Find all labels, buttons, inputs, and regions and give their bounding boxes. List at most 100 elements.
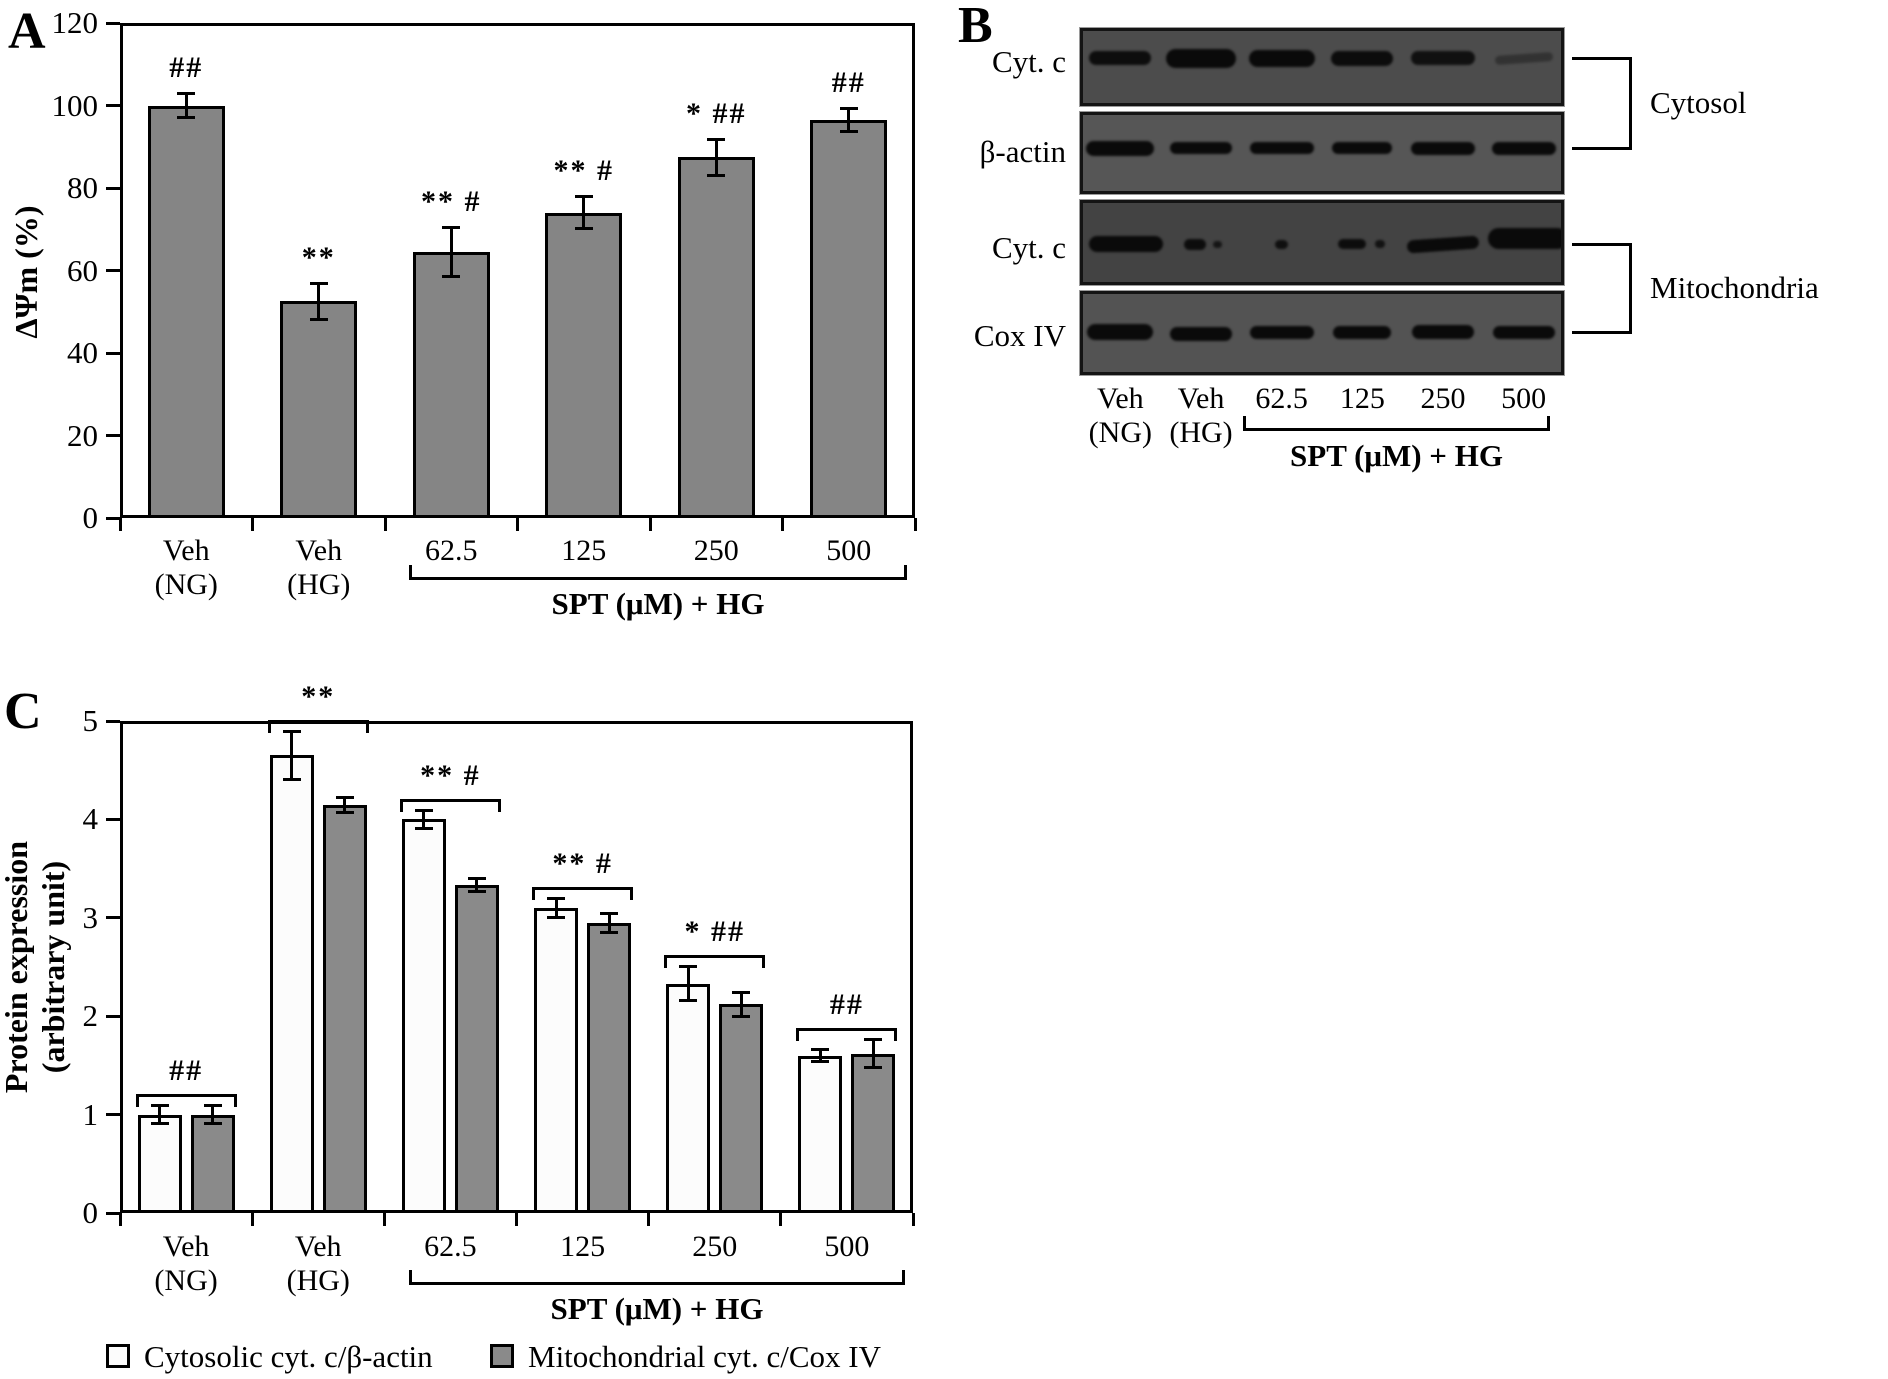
bar-cytosolic-cyt.-c-actin-veh-ng bbox=[137, 1114, 182, 1213]
x-axis-tick bbox=[913, 518, 917, 531]
dose-bracket-line bbox=[1243, 428, 1550, 431]
panel-c-label: C bbox=[4, 683, 42, 740]
pair-bracket-end-tick bbox=[894, 1027, 898, 1041]
error-bar-cap-bottom bbox=[732, 1015, 751, 1019]
pair-bracket-line bbox=[664, 955, 766, 959]
x-category-label-veh-ng: Veh (NG) bbox=[154, 1230, 218, 1297]
error-bar bbox=[343, 796, 347, 813]
bar-veh-hg bbox=[280, 301, 358, 518]
y-axis-tick bbox=[106, 916, 120, 920]
y-axis-tick-label: 4 bbox=[82, 801, 99, 837]
x-axis-tick bbox=[781, 518, 784, 531]
x-axis-tick bbox=[250, 1213, 254, 1226]
error-bar bbox=[290, 730, 294, 781]
error-bar bbox=[582, 196, 586, 230]
x-category-label-veh-ng: Veh (NG) bbox=[154, 534, 218, 601]
bar-mitochondrial-cyt.-c-cox-iv-125 bbox=[587, 922, 632, 1213]
x-category-label-250: 250 bbox=[692, 1230, 738, 1263]
pair-bracket-line bbox=[267, 719, 369, 723]
blot-lane-label: 250 bbox=[1420, 382, 1466, 415]
y-axis-tick bbox=[106, 21, 120, 25]
x-axis-tick bbox=[383, 518, 387, 531]
significance-annotation: ## bbox=[831, 65, 866, 99]
x-category-label-500: 500 bbox=[826, 534, 872, 567]
pair-bracket-end-tick bbox=[267, 719, 271, 733]
dose-bracket-end-tick bbox=[1243, 416, 1246, 428]
fraction-bracket-arm bbox=[1572, 56, 1632, 60]
error-bar-cap-top bbox=[679, 965, 698, 969]
x-axis-tick bbox=[251, 518, 254, 531]
error-bar-cap-top bbox=[547, 897, 566, 901]
error-bar bbox=[871, 1038, 875, 1069]
blot-lane-label: 125 bbox=[1339, 382, 1385, 415]
error-bar-cap-top bbox=[203, 1103, 222, 1107]
panel-c-chart-frame bbox=[120, 721, 913, 1213]
x-category-label-veh-hg: Veh (HG) bbox=[286, 1230, 350, 1297]
blot-band bbox=[1332, 142, 1393, 154]
error-bar bbox=[449, 227, 453, 277]
significance-annotation: ## bbox=[169, 1053, 204, 1087]
error-bar bbox=[714, 138, 718, 176]
pair-bracket-line bbox=[532, 887, 633, 891]
bar-125 bbox=[545, 212, 623, 518]
error-bar-cap-bottom bbox=[547, 915, 566, 919]
error-bar bbox=[475, 878, 479, 893]
error-bar bbox=[686, 966, 690, 1002]
pair-bracket-end-tick bbox=[762, 955, 766, 969]
dose-bracket-label: SPT (μM) + HG bbox=[550, 1291, 764, 1326]
error-bar bbox=[554, 898, 558, 918]
error-bar-cap-bottom bbox=[811, 1060, 830, 1064]
y-axis-tick-label: 40 bbox=[67, 335, 98, 370]
pair-bracket-line bbox=[796, 1027, 898, 1031]
blot-strip-2-cyt.-c bbox=[1080, 200, 1564, 285]
x-axis-tick bbox=[779, 1213, 783, 1226]
significance-annotation: * ## bbox=[686, 96, 747, 130]
pair-bracket-end-tick bbox=[532, 887, 536, 901]
blot-band bbox=[1086, 140, 1155, 156]
blot-band bbox=[1249, 142, 1314, 154]
error-bar bbox=[211, 1104, 215, 1125]
y-axis-tick bbox=[106, 434, 120, 437]
blot-row-label-actin: β-actin bbox=[979, 134, 1066, 169]
pair-bracket-end-tick bbox=[497, 798, 501, 812]
error-bar-cap-bottom bbox=[414, 827, 433, 831]
x-axis-tick bbox=[647, 1213, 651, 1226]
x-category-label-500: 500 bbox=[824, 1230, 870, 1263]
x-category-label-veh-hg: Veh (HG) bbox=[287, 534, 351, 601]
bar-mitochondrial-cyt.-c-cox-iv-62.5 bbox=[454, 885, 499, 1213]
blot-band bbox=[1492, 325, 1555, 339]
x-axis-tick bbox=[118, 1213, 122, 1226]
dose-bracket-end-tick bbox=[409, 565, 412, 577]
x-axis-tick bbox=[648, 518, 652, 531]
y-axis-tick-label: 1 bbox=[82, 1096, 99, 1132]
dose-bracket-label: SPT (μM) + HG bbox=[551, 586, 765, 621]
legend-swatch-mitochondrial-cyt.-c-cox-iv bbox=[490, 1344, 514, 1368]
bar-cytosolic-cyt.-c-actin-250 bbox=[666, 983, 711, 1213]
error-bar-cap-bottom bbox=[600, 930, 619, 934]
bar-veh-ng bbox=[147, 105, 225, 518]
blot-band bbox=[1331, 50, 1394, 66]
blot-band bbox=[1166, 48, 1236, 68]
blot-row-label-cyt.-c: Cyt. c bbox=[991, 230, 1066, 265]
error-bar-cap-top bbox=[335, 795, 354, 799]
pair-bracket-end-tick bbox=[664, 955, 668, 969]
bar-mitochondrial-cyt.-c-cox-iv-veh-hg bbox=[322, 804, 367, 1213]
y-axis-tick-label: 5 bbox=[82, 703, 99, 738]
error-bar-cap-bottom bbox=[335, 810, 354, 814]
blot-strip-0-cyt.-c bbox=[1080, 28, 1564, 106]
error-bar-cap-top bbox=[150, 1103, 169, 1107]
dose-bracket-label: SPT (μM) + HG bbox=[1290, 438, 1503, 473]
error-bar-cap-bottom bbox=[177, 115, 196, 119]
blot-band bbox=[1487, 227, 1561, 249]
blot-lane-label: 62.5 bbox=[1255, 382, 1308, 415]
panel-a-chart-frame bbox=[120, 23, 915, 518]
pair-bracket-end-tick bbox=[399, 798, 403, 812]
error-bar-cap-bottom bbox=[679, 999, 698, 1003]
y-axis-tick bbox=[106, 269, 120, 272]
error-bar-cap-top bbox=[600, 911, 619, 915]
significance-annotation: ** # bbox=[552, 847, 613, 881]
bar-62.5 bbox=[412, 251, 490, 518]
y-axis-tick-label: 80 bbox=[67, 170, 98, 205]
y-axis-tick bbox=[106, 186, 120, 190]
error-bar-cap-bottom bbox=[150, 1122, 169, 1126]
